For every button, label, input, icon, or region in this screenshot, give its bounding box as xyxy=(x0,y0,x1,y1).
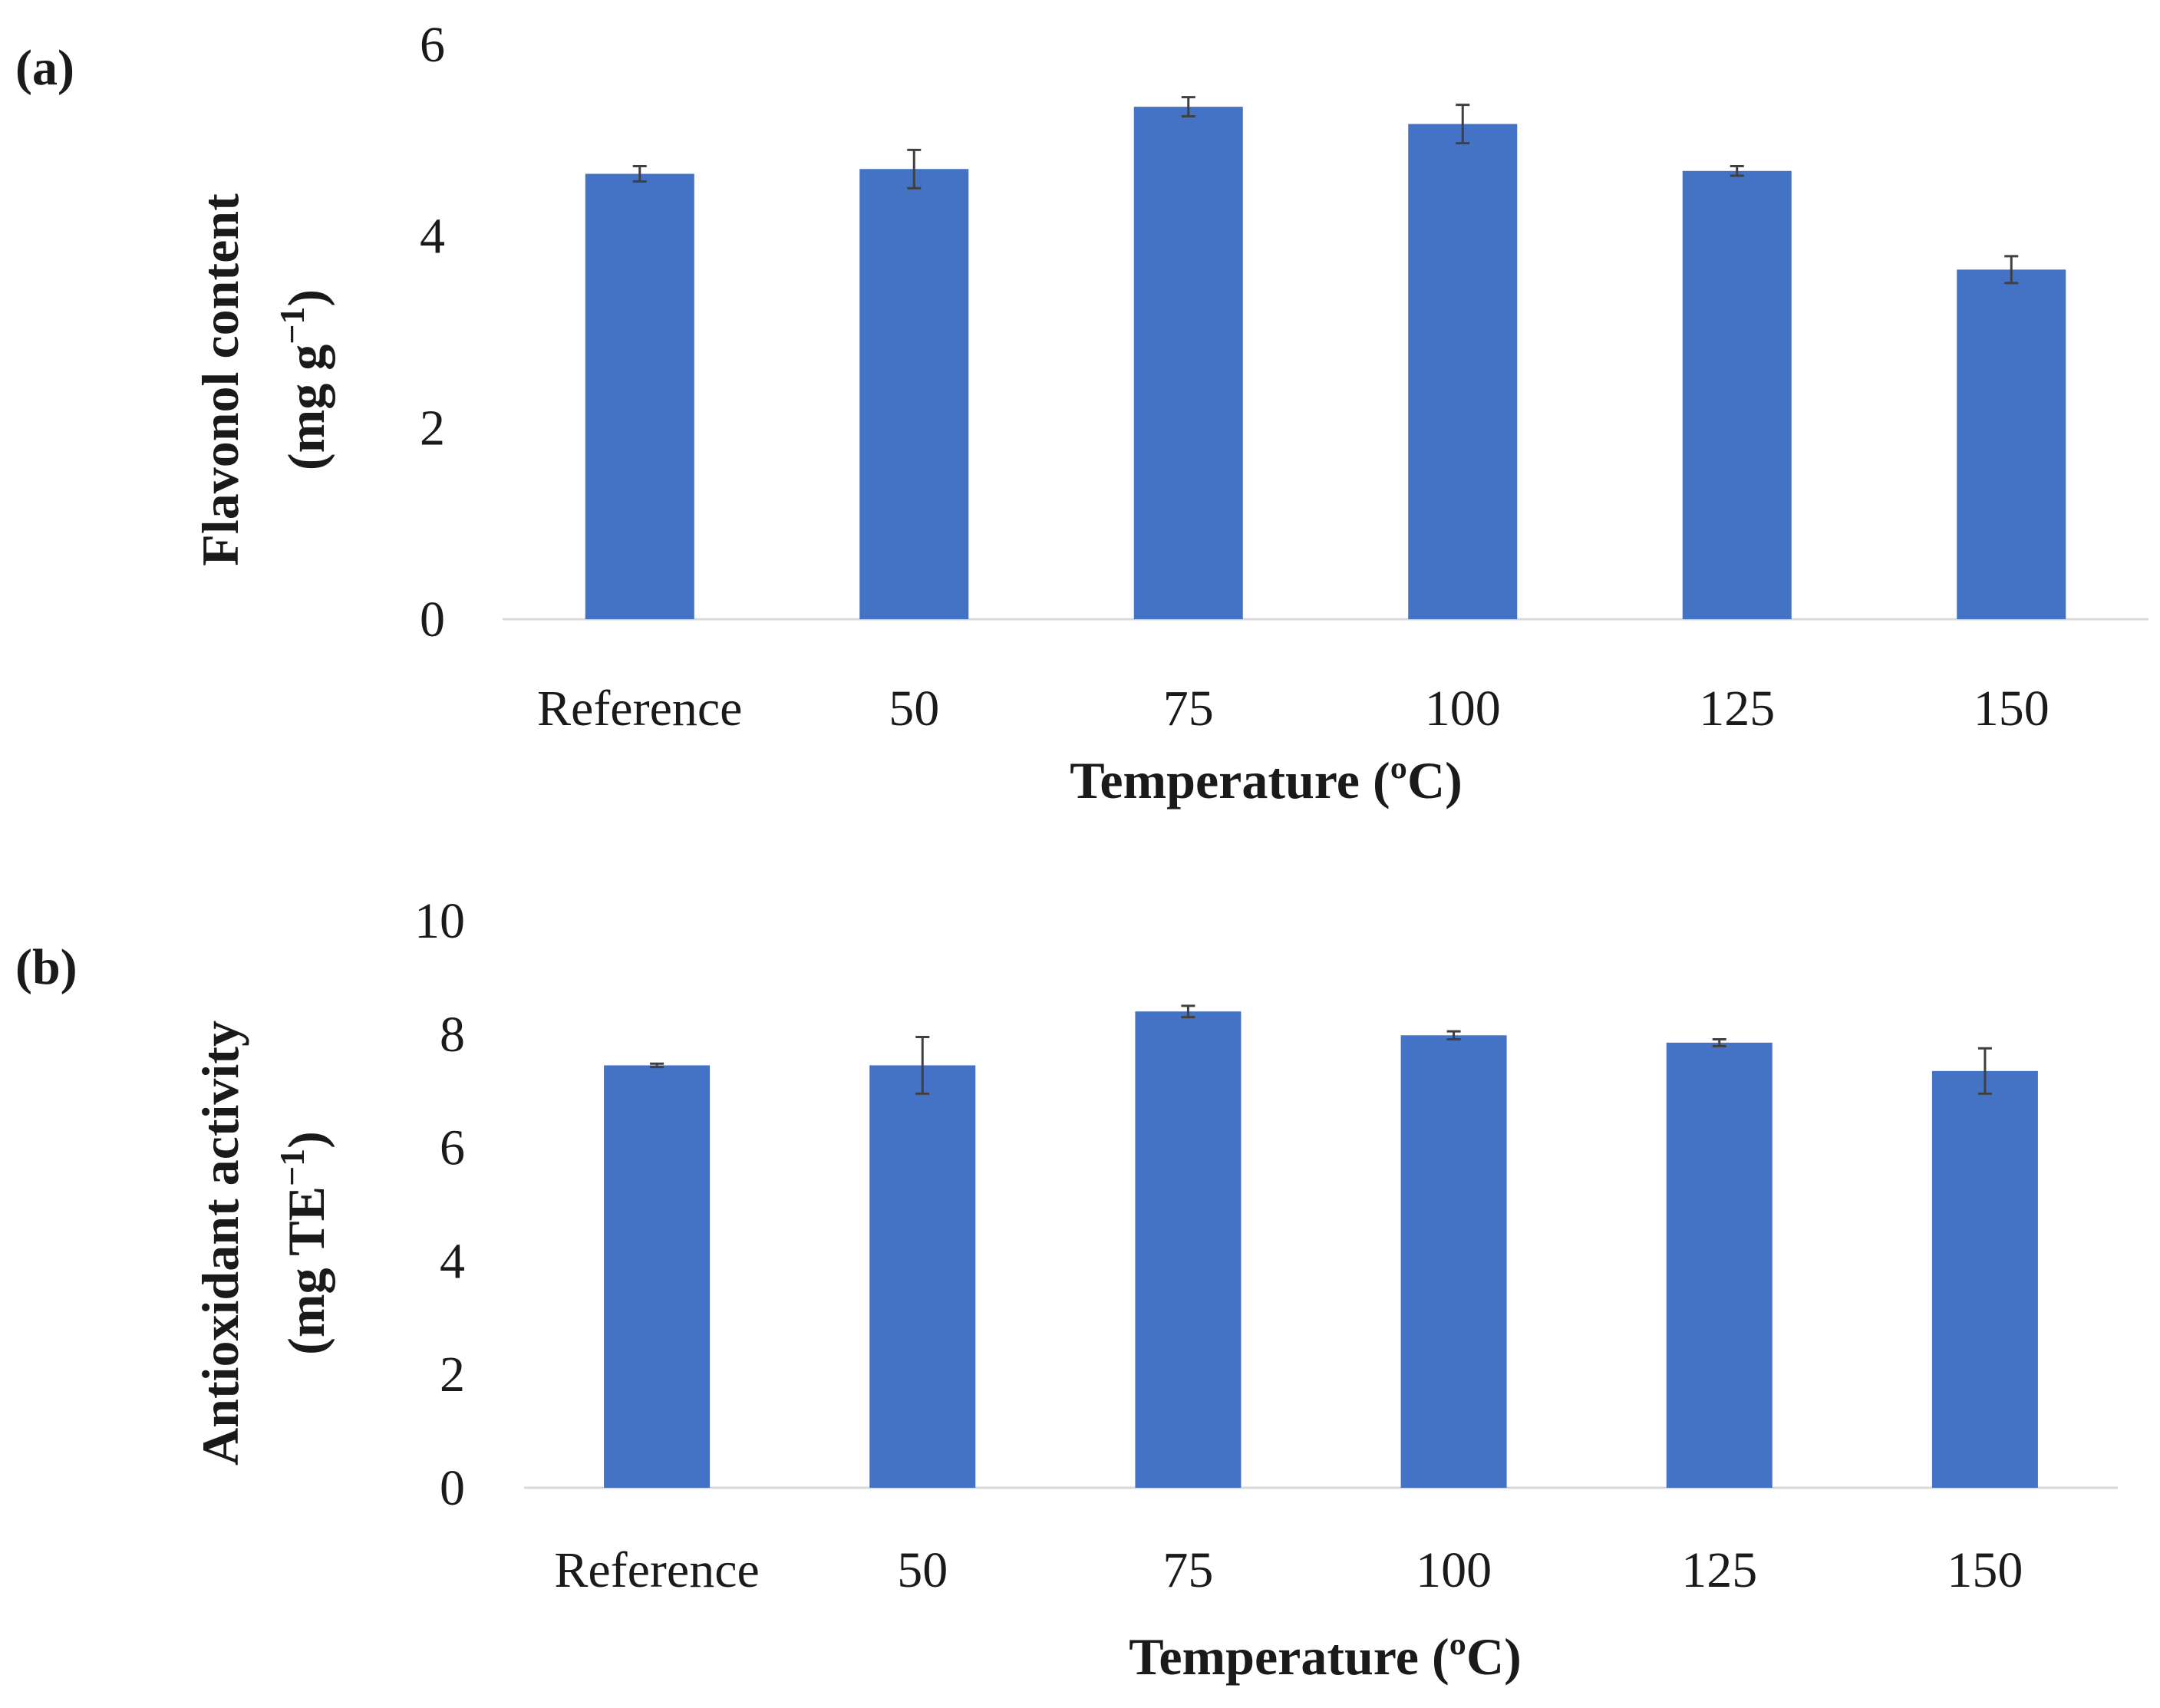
panel-label-a: (a) xyxy=(15,40,74,96)
y-axis-title-line2: (mg g−1) xyxy=(272,289,335,470)
x-tick-label: 125 xyxy=(1681,1542,1757,1598)
bar-50 xyxy=(859,169,969,620)
bar-100 xyxy=(1408,124,1518,619)
y-tick-label: 2 xyxy=(440,1347,465,1403)
y-tick-label: 2 xyxy=(420,400,445,456)
y-axis-title: Antioxidant activity (mg TE−1) xyxy=(191,1021,335,1466)
bars xyxy=(585,107,2066,620)
error-bar-100 xyxy=(1456,104,1470,145)
error-bar-125 xyxy=(1712,1037,1726,1047)
y-axis-title: Flavonol content (mg g−1) xyxy=(191,193,335,566)
y-axis-title-line1: Antioxidant activity xyxy=(191,1021,249,1466)
x-tick-label: 150 xyxy=(1947,1542,2023,1598)
x-tick-label: 150 xyxy=(1974,681,2050,737)
panel-label-b: (b) xyxy=(15,939,77,995)
error-bar-reference xyxy=(650,1062,664,1069)
x-tick-labels: Reference 50 75 100 125 150 xyxy=(537,681,2050,737)
chart-antioxidant-activity: (b) 0 2 4 6 8 10 Reference 50 75 100 125 150 Tempe… xyxy=(15,893,2118,1686)
error-bars xyxy=(632,96,2019,285)
bar-reference xyxy=(604,1065,711,1488)
error-bar-150 xyxy=(1977,1047,1992,1095)
y-tick-labels: 0 2 4 6 xyxy=(420,17,445,648)
error-bar-125 xyxy=(1730,165,1744,177)
y-axis-title-line2: (mg TE−1) xyxy=(272,1131,335,1355)
y-tick-label: 6 xyxy=(420,17,445,73)
bar-50 xyxy=(869,1065,976,1488)
error-bar-100 xyxy=(1446,1030,1461,1040)
x-tick-label: 75 xyxy=(1163,681,1214,737)
x-tick-label: 125 xyxy=(1699,681,1775,737)
x-axis-title: Temperature (ºC) xyxy=(1129,1627,1522,1686)
y-tick-label: 10 xyxy=(414,893,465,949)
x-tick-labels: Reference 50 75 100 125 150 xyxy=(554,1542,2023,1598)
bar-150 xyxy=(1957,269,2066,619)
x-tick-label: 50 xyxy=(889,681,939,737)
y-tick-label: 4 xyxy=(420,209,445,265)
bar-75 xyxy=(1135,1011,1242,1488)
error-bar-150 xyxy=(2004,255,2019,285)
x-tick-label: 75 xyxy=(1162,1542,1213,1598)
x-tick-label: 100 xyxy=(1416,1542,1492,1598)
bar-125 xyxy=(1666,1042,1773,1488)
error-bars xyxy=(650,1004,1992,1095)
x-tick-label: Reference xyxy=(554,1542,759,1598)
x-tick-label: Reference xyxy=(537,681,742,737)
y-tick-labels: 0 2 4 6 8 10 xyxy=(414,893,465,1516)
bar-125 xyxy=(1682,170,1792,619)
y-tick-label: 0 xyxy=(420,592,445,648)
error-bar-75 xyxy=(1181,1004,1195,1019)
error-bar-50 xyxy=(907,148,922,190)
y-tick-label: 8 xyxy=(440,1007,465,1063)
bar-150 xyxy=(1931,1070,2038,1488)
y-tick-label: 6 xyxy=(440,1120,465,1176)
bar-100 xyxy=(1400,1035,1507,1488)
error-bar-reference xyxy=(632,165,647,183)
y-tick-label: 0 xyxy=(440,1460,465,1516)
chart-flavonol-content: (a) 0 2 4 6 Reference 50 75 100 125 150 Temperat… xyxy=(15,17,2148,809)
y-tick-label: 4 xyxy=(440,1233,465,1289)
x-tick-label: 100 xyxy=(1425,681,1501,737)
bar-75 xyxy=(1133,107,1243,619)
bar-reference xyxy=(585,173,694,619)
x-axis-title: Temperature (ºC) xyxy=(1070,751,1463,809)
x-tick-label: 50 xyxy=(897,1542,948,1598)
bars xyxy=(604,1011,2038,1488)
y-axis-title-line1: Flavonol content xyxy=(191,193,249,566)
error-bar-50 xyxy=(915,1035,930,1095)
error-bar-75 xyxy=(1181,96,1195,118)
